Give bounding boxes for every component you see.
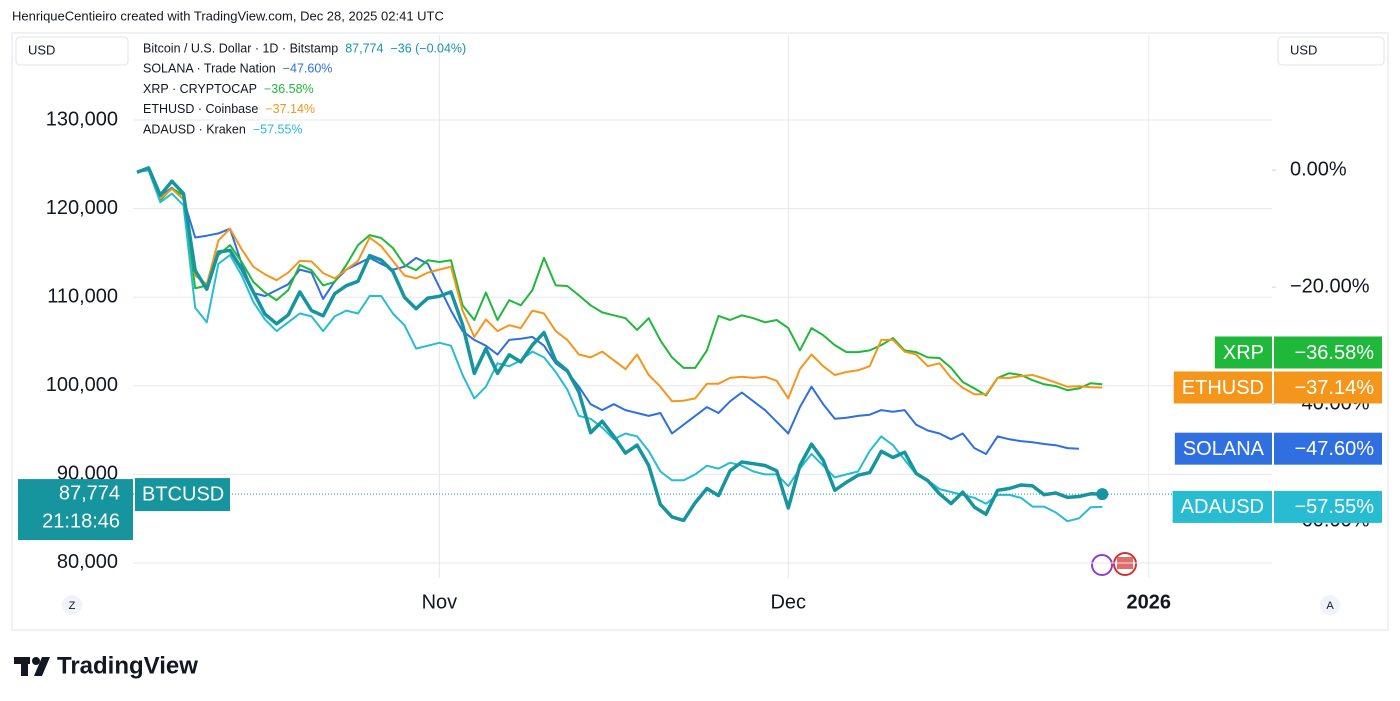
legend-name: SOLANA · Trade Nation xyxy=(143,62,276,76)
name-tag-label: ETHUSD xyxy=(1182,377,1264,399)
price-tag-value: 87,774 xyxy=(59,482,120,504)
series-line xyxy=(136,168,1080,455)
legend-value: −37.14% xyxy=(265,102,315,116)
value-tag-label: −57.55% xyxy=(1294,496,1374,518)
y2-tick-label: −20.00% xyxy=(1290,275,1370,297)
x-tick-label: Dec xyxy=(770,591,806,613)
price-tag xyxy=(18,479,133,541)
legend-value: −36.58% xyxy=(264,82,314,96)
left-unit: USD xyxy=(28,42,55,57)
y-tick-label: 130,000 xyxy=(46,108,118,130)
name-tag xyxy=(1173,371,1272,404)
value-tag xyxy=(1274,432,1382,465)
name-tag xyxy=(135,478,230,512)
value-tag xyxy=(1274,371,1382,404)
logo-part xyxy=(32,657,40,665)
y-tick-label: 120,000 xyxy=(46,197,118,219)
legend-name: ETHUSD · Coinbase xyxy=(143,102,258,116)
series-line xyxy=(136,169,1103,523)
legend-value: −47.60% xyxy=(283,62,333,76)
series-line xyxy=(136,167,1103,397)
logo-icon xyxy=(14,657,50,676)
legend-value: −57.55% xyxy=(253,122,303,136)
x-tick-label: 2026 xyxy=(1127,591,1172,613)
brand: TradingView xyxy=(57,652,198,679)
last-point xyxy=(1096,488,1109,501)
legend-name: Bitcoin / U.S. Dollar · 1D · Bitstamp xyxy=(143,41,338,55)
y2-tick-label: 0.00% xyxy=(1290,158,1347,180)
y-tick-label: 110,000 xyxy=(47,285,118,307)
y-tick-label: 100,000 xyxy=(46,374,118,396)
name-tag xyxy=(1214,336,1272,369)
value-tag-label: −47.60% xyxy=(1294,438,1374,460)
logo-part xyxy=(34,657,50,676)
y-tick-label: 80,000 xyxy=(57,551,118,573)
legend-name: XRP · CRYPTOCAP xyxy=(143,82,257,96)
frame xyxy=(11,32,1389,631)
unit-box xyxy=(15,36,129,66)
name-tag-label: SOLANA xyxy=(1183,438,1265,460)
value-tag-label: −36.58% xyxy=(1294,342,1374,364)
right-unit: USD xyxy=(1290,42,1317,57)
legend-change: −36 (−0.04%) xyxy=(390,41,466,55)
button-label[interactable]: Z xyxy=(69,600,76,612)
button[interactable] xyxy=(62,595,82,615)
legend-name: ADAUSD · Kraken xyxy=(143,122,246,136)
value-tag-label: −37.14% xyxy=(1294,377,1374,399)
series-line xyxy=(136,169,1103,403)
x-tick-label: Nov xyxy=(422,591,458,613)
name-tag-label: XRP xyxy=(1223,342,1264,364)
button[interactable] xyxy=(1320,595,1340,615)
countdown: 21:18:46 xyxy=(42,510,120,532)
name-tag-label: ADAUSD xyxy=(1181,496,1264,518)
name-tag-label: BTCUSD xyxy=(142,483,224,505)
name-tag xyxy=(1172,490,1272,523)
name-tag xyxy=(1174,432,1272,465)
button-label[interactable]: A xyxy=(1326,600,1334,612)
value-tag xyxy=(1274,490,1382,523)
header: HenriqueCentieiro created with TradingVi… xyxy=(12,8,444,23)
value-tag xyxy=(1274,336,1382,369)
series-line xyxy=(136,166,1103,523)
unit-box xyxy=(1277,36,1385,66)
event-icon[interactable] xyxy=(1091,554,1113,576)
logo-part xyxy=(21,657,28,676)
legend-value: 87,774 xyxy=(345,41,383,55)
